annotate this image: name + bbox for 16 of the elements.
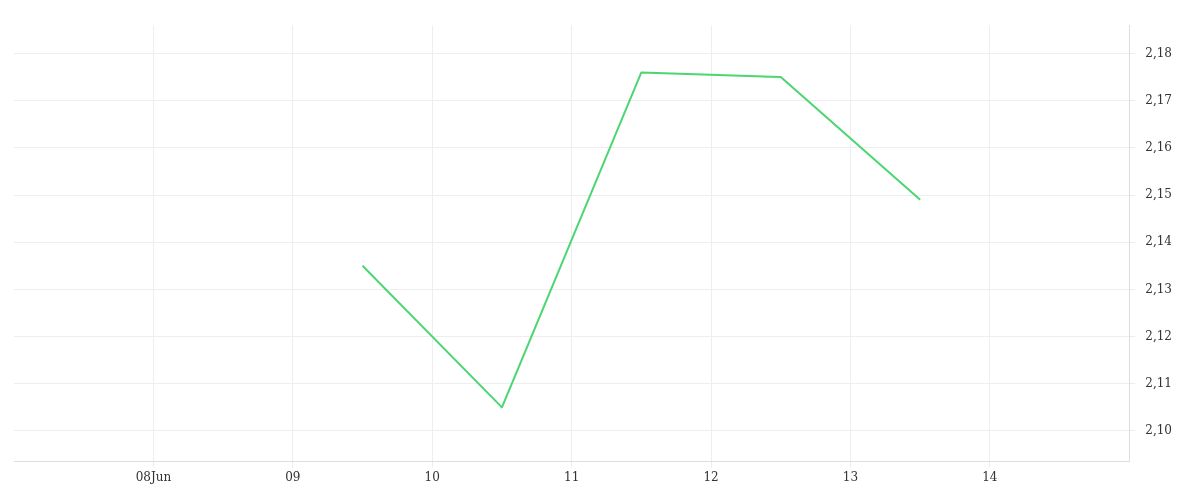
y-tick-label: 2,12	[1145, 328, 1172, 343]
x-tick-label: 09	[285, 469, 301, 484]
y-tick-label: 2,10	[1145, 423, 1172, 438]
x-tick-label: 08Jun	[135, 469, 172, 484]
x-tick-label: 13	[842, 469, 859, 484]
y-tick-label: 2,17	[1145, 92, 1172, 107]
x-tick-label: 10	[424, 469, 440, 484]
y-tick-label: 2,16	[1145, 139, 1172, 154]
x-tick-label: 14	[982, 469, 998, 484]
y-tick-label: 2,14	[1145, 234, 1173, 249]
x-tick-label: 12	[703, 469, 719, 484]
y-tick-label: 2,18	[1145, 45, 1172, 60]
y-tick-label: 2,11	[1145, 375, 1172, 390]
y-tick-label: 2,13	[1145, 281, 1172, 296]
x-tick-label: 11	[564, 469, 580, 484]
y-tick-label: 2,15	[1145, 187, 1172, 202]
